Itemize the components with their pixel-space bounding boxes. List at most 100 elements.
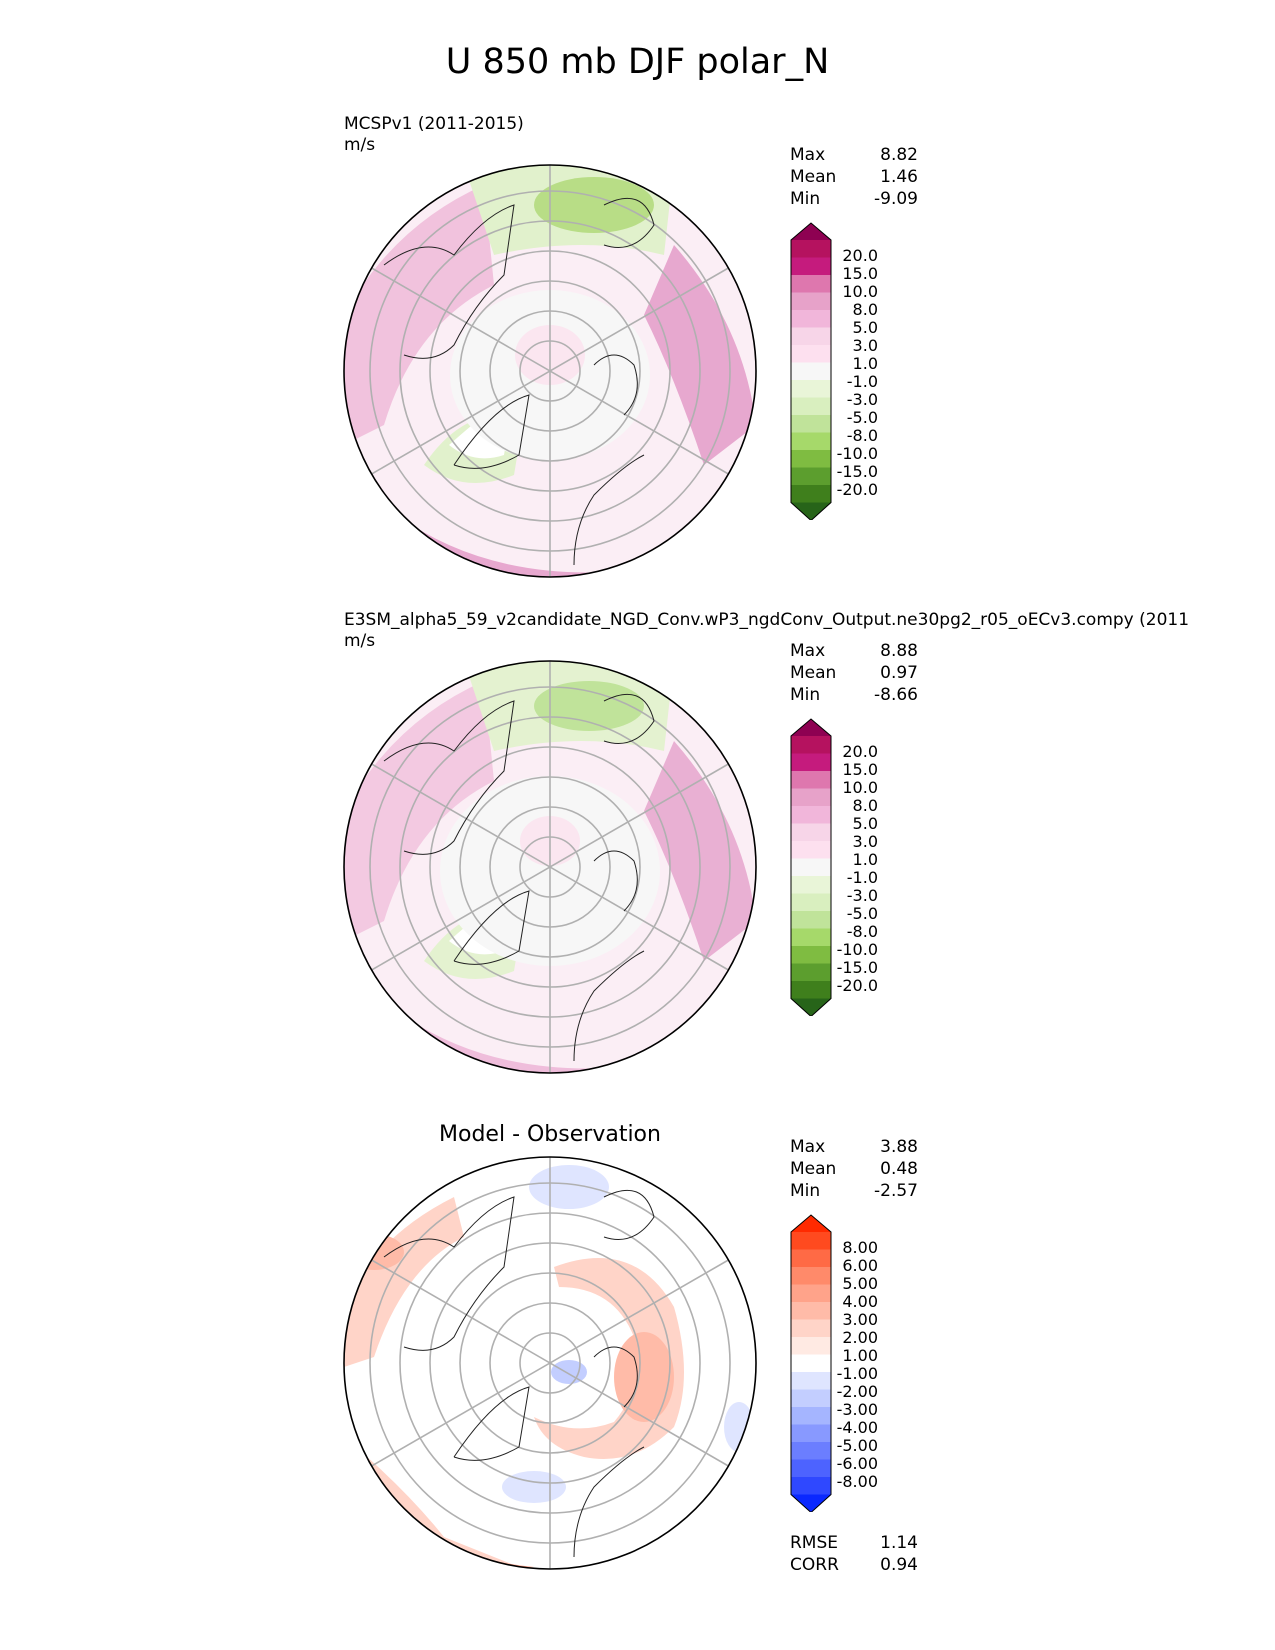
colorbar-tick: 2.00 [842,1328,878,1347]
colorbar-segment [791,928,831,947]
colorbar-segment [791,1389,831,1408]
panel-units: m/s [344,135,376,155]
colorbar-segment [791,858,831,877]
stat-mean: Mean 0.48 [790,1159,918,1179]
colorbar-segment [791,981,831,999]
colorbar-segment [791,1319,831,1338]
colorbar-segment [791,1372,831,1390]
colorbar-tick: -5.0 [846,904,878,923]
colorbar-segment [791,806,831,824]
colorbar-tick: -1.0 [846,868,878,887]
colorbar-tick: 1.0 [852,850,878,869]
colorbar-segment [791,963,831,982]
colorbar-outline [790,718,832,1016]
colorbar [790,222,832,520]
colorbar-segment [791,362,831,381]
colorbar-segment [791,432,831,451]
colorbar-tick: -1.0 [846,372,878,391]
colorbar-tick: 20.0 [842,742,878,761]
colorbar-outline [790,222,832,520]
stats-box: Max 3.88 Mean 0.48 Min -2.57 [790,1136,918,1202]
colorbar-segment [791,1302,831,1320]
colorbar-segment [791,1267,831,1285]
colorbar-extend-max [791,223,831,240]
colorbar-segment [791,1232,831,1250]
colorbar-extend-max [791,1215,831,1232]
colorbar-segment [791,1249,831,1268]
colorbar-tick: 10.0 [842,282,878,301]
polar-map [343,1156,757,1570]
stat-min: Min -2.57 [790,1181,918,1201]
colorbar-segment [791,380,831,398]
colorbar-tick: -5.0 [846,408,878,427]
colorbar-tick: -15.0 [836,462,878,481]
colorbar-tick: 10.0 [842,778,878,797]
colorbar-tick: -3.0 [846,390,878,409]
colorbar-segment [791,327,831,346]
colorbar-segment [791,736,831,754]
colorbar-tick: 15.0 [842,760,878,779]
colorbar-tick: 5.0 [852,318,878,337]
colorbar-tick: -3.00 [836,1400,878,1419]
colorbar-tick: -8.00 [836,1472,878,1491]
colorbar-segment [791,292,831,311]
colorbar-tick: 5.00 [842,1274,878,1293]
stat-mean: Mean 0.97 [790,663,918,683]
panel-title: Model - Observation [439,1122,661,1147]
stat-max: Max 3.88 [790,1137,918,1157]
colorbar-tick: -2.00 [836,1382,878,1401]
colorbar-tick: 15.0 [842,264,878,283]
panel-title: MCSPv1 (2011-2015) [344,114,524,134]
colorbar-tick: 20.0 [842,246,878,265]
colorbar-segment [791,1477,831,1495]
colorbar-segment [791,876,831,894]
colorbar-segment [791,397,831,416]
colorbar-tick: -20.0 [836,480,878,499]
colorbar-tick: -8.0 [846,426,878,445]
colorbar-segment [791,1459,831,1478]
colorbar-tick: 1.0 [852,354,878,373]
colorbar-segment [791,450,831,468]
colorbar-tick: 8.0 [852,796,878,815]
stat-min: Min -9.09 [790,189,918,209]
colorbar-tick: -10.0 [836,444,878,463]
stat-max: Max 8.88 [790,641,918,661]
colorbar-segment [791,893,831,912]
colorbar-tick: -20.0 [836,976,878,995]
colorbar-segment [791,310,831,328]
colorbar-extend-min [791,1494,831,1512]
colorbar-segment [791,485,831,503]
colorbar-tick: 3.00 [842,1310,878,1329]
colorbar-tick: -15.0 [836,958,878,977]
colorbar-segment [791,275,831,293]
colorbar-extend-min [791,998,831,1016]
metric-rmse: RMSE 1.14 [790,1533,918,1553]
colorbar-segment [791,345,831,363]
colorbar-tick: 1.00 [842,1346,878,1365]
stat-mean: Mean 1.46 [790,167,918,187]
colorbar-segment [791,788,831,807]
colorbar-segment [791,415,831,433]
colorbar-segment [791,1337,831,1355]
colorbar-segment [791,1442,831,1460]
colorbar-segment [791,771,831,789]
colorbar-tick: -5.00 [836,1436,878,1455]
colorbar-segment [791,1407,831,1425]
colorbar-tick: 5.0 [852,814,878,833]
metric-corr: CORR 0.94 [790,1555,918,1575]
colorbar-segment [791,911,831,929]
colorbar-tick: 3.0 [852,336,878,355]
colorbar-segment [791,946,831,964]
colorbar-outline [790,1214,832,1512]
colorbar-segment [791,753,831,772]
colorbar-tick: -4.00 [836,1418,878,1437]
colorbar-segment [791,257,831,276]
stat-max: Max 8.82 [790,145,918,165]
colorbar-extend-min [791,502,831,520]
stat-min: Min -8.66 [790,685,918,705]
colorbar-tick: 6.00 [842,1256,878,1275]
colorbar-tick: -6.00 [836,1454,878,1473]
figure-title: U 850 mb DJF polar_N [445,42,830,82]
colorbar-extend-max [791,719,831,736]
colorbar-segment [791,841,831,859]
